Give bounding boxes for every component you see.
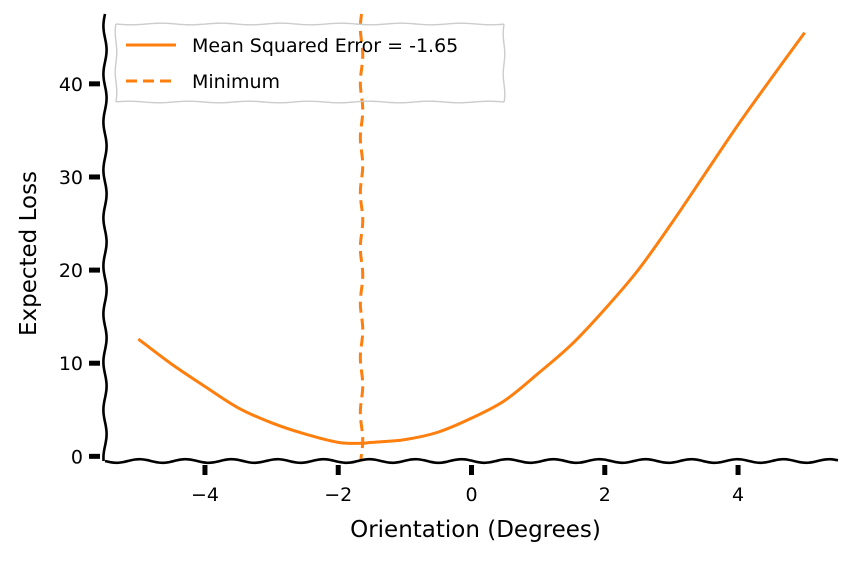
plot-area <box>137 13 806 462</box>
legend-label: Minimum <box>192 71 280 93</box>
x-axis-title: Orientation (Degrees) <box>350 517 601 543</box>
y-axis-line <box>102 13 108 462</box>
x-tick-label: 2 <box>599 484 611 506</box>
series-minimum <box>358 13 365 462</box>
mse-line <box>137 31 806 445</box>
legend-box <box>114 22 506 104</box>
y-tick-label: 10 <box>59 353 83 375</box>
y-tick-label: 0 <box>71 446 83 468</box>
series-mse <box>137 31 806 445</box>
x-tick-label: 4 <box>732 484 744 506</box>
x-tick-label: −2 <box>324 484 352 506</box>
y-tick-label: 30 <box>59 167 83 189</box>
legend: Mean Squared Error = -1.65 Minimum <box>114 22 506 104</box>
x-axis-line <box>104 457 839 465</box>
y-tick-label: 40 <box>59 74 83 96</box>
minimum-line <box>358 13 365 462</box>
y-axis-title: Expected Loss <box>16 171 42 336</box>
x-tick-label: 0 <box>465 484 477 506</box>
x-tick-label: −4 <box>191 484 219 506</box>
y-tick-label: 20 <box>59 260 83 282</box>
legend-label: Mean Squared Error = -1.65 <box>192 35 458 57</box>
